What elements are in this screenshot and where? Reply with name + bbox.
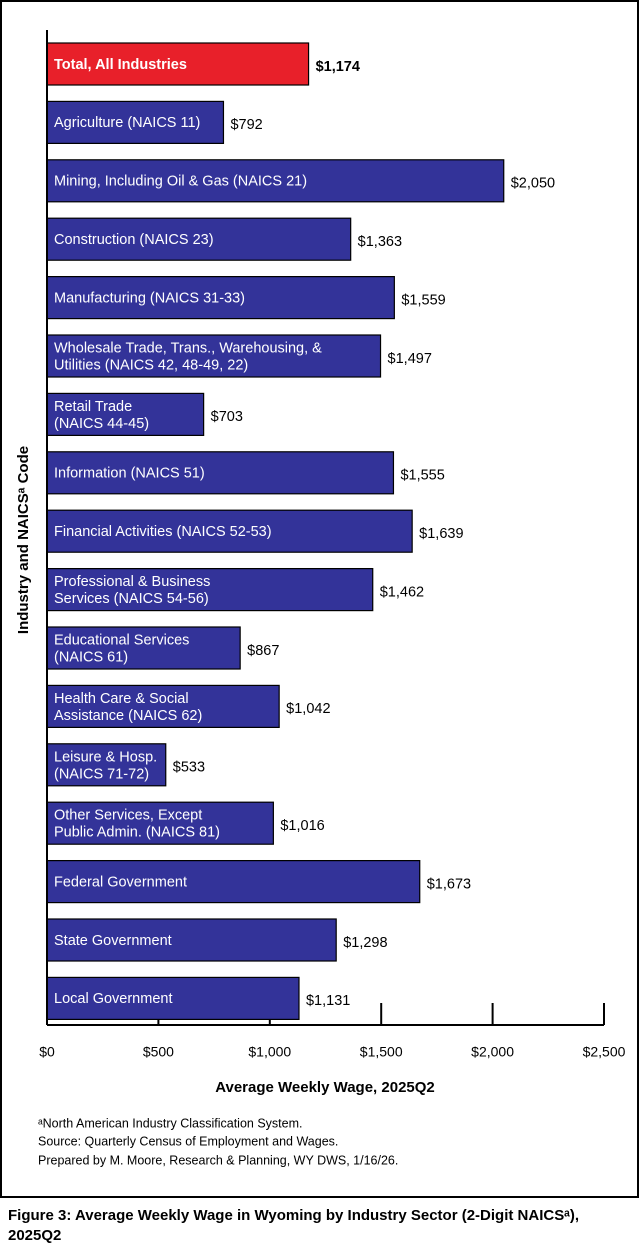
x-tick-label: $1,500 [360, 1044, 403, 1060]
bar-label: Agriculture (NAICS 11) [54, 115, 200, 131]
bar [46, 100, 225, 145]
x-tick-label: $2,500 [583, 1044, 626, 1060]
x-axis-label: Average Weekly Wage, 2025Q2 [215, 1079, 435, 1096]
bar [46, 334, 382, 378]
footnote: ᵃNorth American Industry Classification … [38, 1116, 302, 1130]
bar-label: Professional & Business Services (NAICS 5… [54, 574, 210, 607]
bar-label: Federal Government [54, 874, 187, 890]
bar [46, 859, 421, 904]
bar-label: Educational Services (NAICS 61) [54, 632, 189, 665]
value-label: $1,497 [388, 351, 432, 367]
bar-label: Leisure & Hosp. (NAICS 71-72) [54, 749, 157, 782]
bar-label: Construction (NAICS 23) [54, 232, 214, 248]
value-label: $1,016 [280, 818, 324, 834]
bar [46, 42, 310, 86]
value-label: $1,462 [380, 584, 424, 600]
figure-caption: Figure 3: Average Weekly Wage in Wyoming… [8, 1207, 580, 1244]
value-label: $1,363 [358, 234, 402, 250]
value-label: $1,673 [427, 876, 471, 892]
bar-label: Health Care & Social Assistance (NAICS 62… [54, 691, 202, 724]
bar [46, 276, 395, 320]
x-tick-label: $2,000 [471, 1044, 514, 1060]
x-tick-label: $500 [143, 1044, 174, 1060]
value-label: $1,559 [401, 292, 445, 308]
value-label: $1,131 [306, 993, 350, 1009]
value-label: $792 [230, 117, 262, 133]
bar-label: Wholesale Trade, Trans., Warehousing, & U… [54, 340, 322, 373]
bar-label: Other Services, Except Public Admin. (NAI… [54, 808, 220, 841]
bar-label: Information (NAICS 51) [54, 466, 205, 482]
value-label: $533 [173, 760, 205, 776]
bar [46, 509, 413, 553]
bar-label: Total, All Industries [54, 57, 187, 73]
value-label: $2,050 [511, 176, 555, 192]
bar [46, 626, 241, 670]
bar [46, 918, 337, 962]
bar [46, 451, 395, 495]
bar [46, 217, 352, 261]
chart: Average Weekly Wage, 2025Q2 Industry and… [0, 0, 639, 1198]
bar-label: Financial Activities (NAICS 52-53) [54, 524, 272, 540]
value-label: $703 [211, 409, 243, 425]
value-label: $1,639 [419, 526, 463, 542]
value-label: $1,042 [286, 701, 330, 717]
bar-label: Mining, Including Oil & Gas (NAICS 21) [54, 174, 307, 190]
bar [46, 976, 300, 1021]
footnote: Prepared by M. Moore, Research & Plannin… [38, 1153, 398, 1167]
frame [0, 0, 639, 1198]
y-axis-label: Industry and NAICSᵃ Code [15, 446, 32, 634]
bar-label: Local Government [54, 991, 172, 1007]
value-label: $867 [247, 643, 279, 659]
bar-label: State Government [54, 933, 172, 949]
value-label: $1,174 [316, 59, 360, 75]
value-label: $1,555 [400, 468, 444, 484]
footnote: Source: Quarterly Census of Employment a… [38, 1134, 338, 1148]
x-tick-label: $0 [39, 1044, 55, 1060]
bar-label: Retail Trade (NAICS 44-45) [54, 399, 149, 432]
bar [46, 392, 205, 436]
bar-label: Manufacturing (NAICS 31-33) [54, 290, 245, 306]
bar [46, 159, 505, 203]
value-label: $1,298 [343, 935, 387, 951]
x-tick-label: $1,000 [248, 1044, 291, 1060]
